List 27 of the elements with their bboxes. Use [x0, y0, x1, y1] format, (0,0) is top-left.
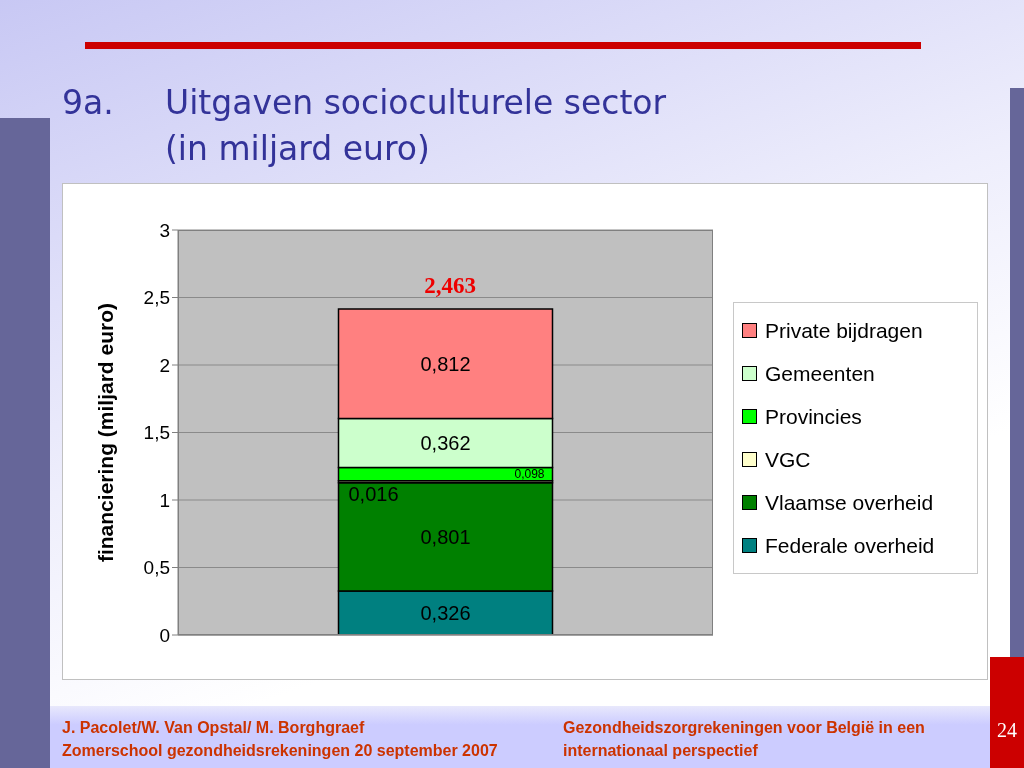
data-label: 0,801	[420, 525, 471, 548]
data-label: 0,016	[348, 482, 399, 505]
chart-title: 9a. Uitgaven socioculturele sector	[62, 83, 667, 122]
y-tick-label: 2	[159, 354, 170, 376]
legend-label: Vlaamse overheid	[765, 490, 934, 515]
data-label: 0,812	[420, 352, 471, 375]
y-tick-label: 1	[159, 489, 170, 511]
text: J. Pacolet/W. Van Opstal/ M. Borghgraef	[62, 718, 366, 738]
legend-label: Gemeenten	[765, 361, 875, 386]
y-tick-label: 0	[159, 624, 170, 646]
y-tick-label: 1,5	[143, 422, 170, 444]
text: Zomerschool gezondheidsrekeningen 20 september 2007	[62, 741, 499, 761]
chart-subtitle: (in miljard euro)	[165, 128, 430, 170]
y-axis-title: financiering (miljard euro)	[94, 302, 118, 563]
legend-label: Federale overheid	[765, 533, 935, 558]
data-label: 0,326	[420, 601, 471, 624]
legend-label: Private bijdragen	[765, 318, 923, 343]
data-label: 0,098	[514, 466, 545, 481]
legend-label: VGC	[765, 447, 811, 472]
y-tick-label: 0,5	[143, 557, 170, 579]
legend-label: Provincies	[765, 404, 862, 429]
data-label: 0,362	[420, 432, 471, 455]
annotation: 2,463	[423, 272, 477, 300]
text: 24	[996, 719, 1018, 742]
text: Gezondheidszorgrekeningen voor België in een internationaal perspectief	[563, 718, 926, 761]
y-tick-label: 2,5	[143, 287, 170, 309]
y-tick-label: 3	[159, 219, 170, 241]
